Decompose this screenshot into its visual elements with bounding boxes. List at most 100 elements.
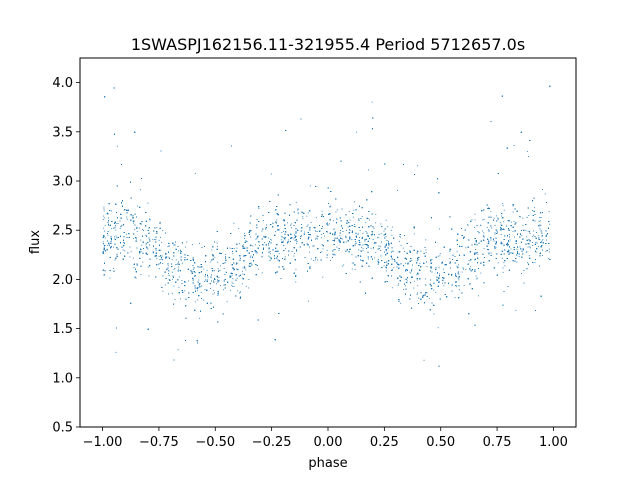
data-point bbox=[542, 189, 543, 190]
data-point bbox=[518, 256, 520, 258]
data-point bbox=[349, 225, 351, 227]
data-point bbox=[213, 282, 215, 283]
data-point bbox=[320, 234, 322, 235]
data-point bbox=[469, 284, 471, 286]
data-point bbox=[348, 211, 350, 212]
data-point bbox=[437, 255, 439, 257]
data-point bbox=[310, 222, 312, 223]
data-point bbox=[156, 227, 158, 228]
data-point bbox=[204, 289, 206, 291]
data-point bbox=[241, 283, 243, 285]
data-point bbox=[309, 246, 310, 248]
data-point bbox=[328, 223, 330, 225]
data-point bbox=[502, 229, 503, 230]
data-point bbox=[513, 220, 515, 222]
data-point bbox=[141, 221, 143, 223]
data-point bbox=[417, 273, 419, 275]
data-point bbox=[194, 301, 196, 303]
data-point bbox=[509, 239, 511, 241]
data-point bbox=[548, 251, 550, 253]
data-point bbox=[354, 224, 355, 225]
data-point bbox=[109, 277, 111, 279]
data-point bbox=[455, 273, 456, 275]
data-point bbox=[500, 223, 502, 225]
data-point bbox=[177, 349, 179, 351]
data-point bbox=[426, 266, 428, 267]
data-point bbox=[349, 229, 351, 230]
data-point bbox=[210, 288, 211, 289]
data-point bbox=[476, 278, 478, 280]
data-point bbox=[336, 246, 338, 248]
data-point bbox=[103, 227, 105, 229]
data-point bbox=[483, 218, 485, 220]
data-point bbox=[520, 216, 521, 218]
data-point bbox=[104, 237, 106, 239]
data-point bbox=[519, 216, 520, 218]
data-point bbox=[167, 265, 169, 267]
data-point bbox=[538, 221, 540, 222]
data-point bbox=[372, 239, 374, 240]
data-point bbox=[263, 235, 265, 237]
data-point bbox=[504, 265, 506, 267]
data-point bbox=[425, 284, 427, 286]
data-point bbox=[245, 269, 247, 271]
data-point bbox=[140, 250, 142, 252]
data-point bbox=[476, 277, 478, 279]
data-point bbox=[375, 252, 377, 253]
data-point bbox=[171, 259, 173, 261]
data-point bbox=[506, 245, 508, 246]
data-point bbox=[136, 226, 138, 228]
data-point bbox=[148, 227, 150, 229]
data-point bbox=[161, 241, 163, 243]
data-point bbox=[232, 285, 234, 287]
data-point bbox=[425, 284, 426, 286]
data-point bbox=[522, 248, 524, 250]
data-point bbox=[152, 238, 154, 240]
data-point bbox=[494, 232, 496, 234]
data-point bbox=[359, 244, 361, 246]
data-point bbox=[104, 224, 106, 226]
data-point bbox=[301, 224, 302, 225]
data-point bbox=[159, 221, 161, 223]
data-point bbox=[199, 317, 201, 319]
data-point bbox=[334, 240, 335, 242]
data-point bbox=[261, 272, 263, 274]
data-point bbox=[223, 289, 224, 291]
data-point bbox=[519, 246, 521, 248]
data-point bbox=[497, 231, 498, 233]
data-point bbox=[535, 251, 537, 253]
data-point bbox=[343, 264, 345, 266]
data-point bbox=[114, 227, 116, 229]
data-point bbox=[114, 226, 116, 228]
data-point bbox=[383, 230, 385, 232]
data-point bbox=[203, 268, 205, 270]
data-point bbox=[204, 276, 206, 278]
data-point bbox=[154, 248, 156, 250]
data-point bbox=[172, 278, 173, 280]
data-point bbox=[433, 313, 435, 315]
data-point bbox=[439, 228, 440, 230]
data-point bbox=[147, 266, 149, 268]
data-point bbox=[497, 262, 499, 264]
data-point bbox=[114, 238, 116, 240]
data-point bbox=[158, 268, 160, 270]
data-point bbox=[121, 224, 123, 226]
data-point bbox=[326, 249, 328, 251]
data-point bbox=[330, 205, 332, 207]
data-point bbox=[413, 233, 415, 235]
data-point bbox=[140, 239, 142, 241]
data-point bbox=[155, 249, 157, 251]
data-point bbox=[103, 243, 105, 245]
data-point bbox=[243, 266, 245, 267]
data-point bbox=[334, 254, 336, 256]
data-point bbox=[509, 252, 510, 254]
data-point bbox=[160, 236, 161, 238]
data-point bbox=[494, 233, 496, 235]
data-point bbox=[206, 270, 208, 271]
data-point bbox=[167, 246, 169, 248]
data-point bbox=[130, 251, 132, 253]
data-point bbox=[341, 238, 343, 240]
data-point bbox=[216, 242, 218, 244]
data-point bbox=[217, 246, 218, 248]
